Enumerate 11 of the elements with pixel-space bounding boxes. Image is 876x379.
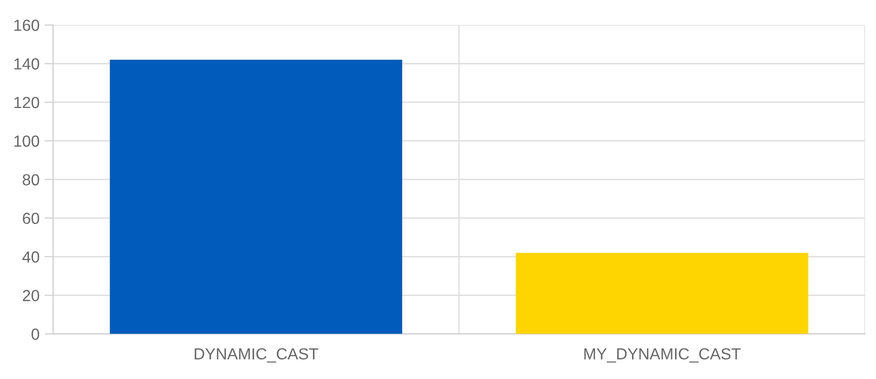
y-tick-label: 80 [22, 174, 40, 186]
y-tick-label: 100 [14, 135, 40, 147]
y-tick-label: 120 [14, 96, 40, 108]
x-tick-label: DYNAMIC_CAST [194, 348, 318, 363]
y-tick-label: 140 [14, 58, 40, 70]
y-tick-label: 60 [22, 212, 40, 224]
y-tick-label: 20 [22, 290, 40, 302]
x-tick-label: MY_DYNAMIC_CAST [584, 348, 741, 363]
y-tick-label: 0 [32, 328, 40, 340]
y-tick-label: 160 [14, 20, 40, 31]
y-tick-label: 40 [22, 251, 40, 263]
